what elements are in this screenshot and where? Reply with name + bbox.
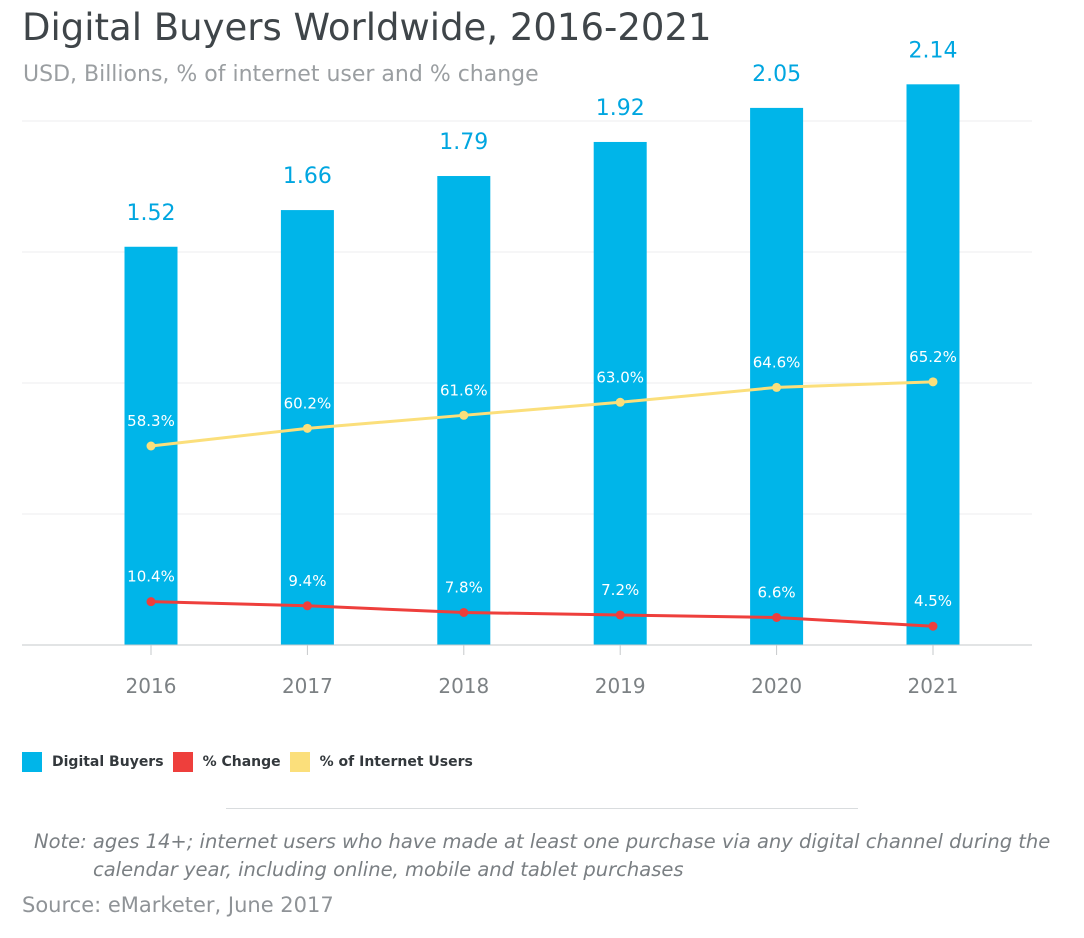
pct-change-point-2018: [459, 607, 469, 617]
x-tick-label-2018: 2018: [438, 674, 489, 698]
pct-change-point-2016: [146, 597, 156, 607]
x-tick-label-2016: 2016: [126, 674, 177, 698]
internet-users-label-2019: 63.0%: [596, 368, 644, 386]
x-axis: 2016 2017 2018 2019 2020 2021: [22, 644, 1032, 698]
x-tick-label-2019: 2019: [595, 674, 646, 698]
internet-users-label-2017: 60.2%: [284, 394, 332, 412]
internet-users-point-2017: [302, 423, 312, 433]
labels-group: 1.52 1.66 1.79 1.92 2.05 2.14 58.3% 60.2% 61.6% 6…: [127, 38, 958, 610]
internet-users-label-2016: 58.3%: [127, 412, 175, 430]
bar-value-label-2016: 1.52: [127, 201, 176, 226]
footnote: Note: ages 14+; internet users who have …: [34, 828, 1074, 884]
internet-users-point-2018: [459, 410, 469, 420]
legend-label-digital-buyers: Digital Buyers: [52, 754, 164, 770]
lines-group: [146, 377, 938, 631]
legend-item-pct-internet-users: % of Internet Users: [289, 752, 473, 772]
x-tick-label-2017: 2017: [282, 674, 333, 698]
internet-users-point-2019: [615, 397, 625, 407]
legend-label-pct-change: % Change: [202, 754, 281, 770]
bars-group: [124, 84, 960, 645]
bar-value-label-2020: 2.05: [752, 62, 801, 87]
pct-change-point-2020: [772, 612, 782, 622]
divider: [226, 808, 858, 809]
pct-change-label-2018: 7.8%: [445, 578, 483, 596]
pct-change-label-2021: 4.5%: [914, 592, 952, 610]
x-tick-label-2021: 2021: [908, 674, 959, 698]
internet-users-label-2018: 61.6%: [440, 381, 488, 399]
legend-label-pct-internet-users: % of Internet Users: [319, 754, 473, 770]
internet-users-point-2016: [146, 441, 156, 451]
legend: Digital Buyers % Change % of Internet Us…: [22, 752, 482, 772]
pct-change-point-2021: [928, 621, 938, 631]
internet-users-line: [150, 380, 934, 448]
bar-value-label-2021: 2.14: [909, 38, 958, 63]
legend-swatch-pct-internet-users: [289, 752, 310, 772]
legend-item-pct-change: % Change: [172, 752, 281, 772]
pct-change-label-2016: 10.4%: [127, 568, 175, 586]
pct-change-label-2019: 7.2%: [601, 581, 639, 599]
chart-area: 1.52 1.66 1.79 1.92 2.05 2.14 58.3% 60.2% 61.6% 6…: [22, 38, 1032, 698]
bar-2020: [750, 107, 804, 645]
legend-swatch-pct-change: [172, 752, 193, 772]
x-tick-label-2020: 2020: [751, 674, 802, 698]
chart-subtitle: USD, Billions, % of internet user and % …: [23, 62, 539, 87]
pct-change-point-2017: [302, 601, 312, 611]
legend-swatch-digital-buyers: [22, 752, 42, 772]
source-text: Source: eMarketer, June 2017: [22, 893, 334, 917]
internet-users-point-2020: [772, 382, 782, 392]
bar-2018: [437, 176, 491, 645]
chart-title: Digital Buyers Worldwide, 2016-2021: [22, 6, 712, 49]
legend-item-digital-buyers: Digital Buyers: [22, 752, 164, 772]
internet-users-point-2021: [928, 377, 938, 387]
pct-change-label-2020: 6.6%: [758, 583, 796, 601]
footnote-line-2: calendar year, including online, mobile …: [93, 858, 684, 881]
internet-users-label-2020: 64.6%: [753, 353, 801, 371]
pct-change-line: [150, 600, 934, 628]
footnote-line-1: Note: ages 14+; internet users who have …: [34, 830, 1051, 853]
bar-value-label-2017: 1.66: [283, 164, 332, 189]
bar-2021: [906, 84, 960, 645]
bar-2019: [593, 141, 647, 645]
pct-change-label-2017: 9.4%: [288, 572, 326, 590]
bar-value-label-2019: 1.92: [596, 96, 645, 121]
internet-users-label-2021: 65.2%: [909, 348, 957, 366]
bar-value-label-2018: 1.79: [439, 130, 488, 155]
pct-change-point-2019: [615, 610, 625, 620]
